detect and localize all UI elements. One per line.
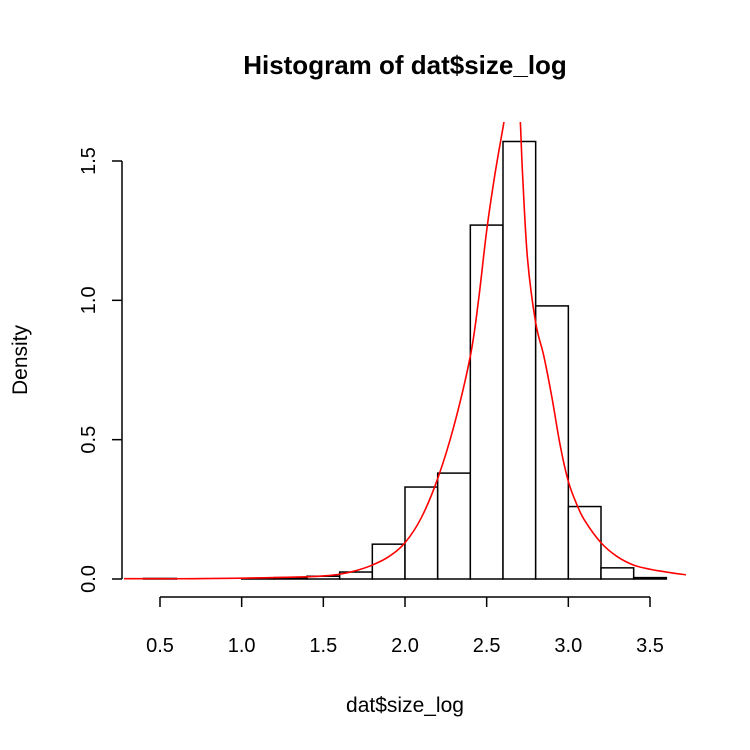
histogram-bars <box>142 140 668 580</box>
x-tick-label: 2.5 <box>473 635 501 657</box>
histogram-bar <box>469 224 504 580</box>
x-tick-label: 3.0 <box>554 635 582 657</box>
x-axis-label: dat$size_log <box>346 694 464 717</box>
density-curve-line <box>124 122 687 580</box>
y-tick-label: 0.5 <box>78 426 100 454</box>
histogram-bar <box>502 140 537 580</box>
y-tick-label: 1.5 <box>78 147 100 175</box>
y-axis: 0.0 0.5 1.0 1.5 <box>78 147 123 593</box>
x-axis: 0.5 1.0 1.5 2.0 2.5 3.0 3.5 <box>146 596 664 657</box>
x-tick-label: 1.5 <box>309 635 337 657</box>
y-axis-label: Density <box>9 324 32 395</box>
histogram-bar <box>436 472 472 580</box>
histogram-bar <box>534 305 570 580</box>
y-tick-label: 1.0 <box>78 286 100 314</box>
x-tick-label: 0.5 <box>146 635 174 657</box>
chart-title: Histogram of dat$size_log <box>243 50 567 80</box>
histogram-bar <box>404 486 439 580</box>
x-tick-label: 2.0 <box>391 635 419 657</box>
density-curve-layer <box>124 122 687 580</box>
histogram-bar <box>632 576 668 580</box>
x-tick-label: 1.0 <box>228 635 256 657</box>
x-tick-label: 3.5 <box>636 635 664 657</box>
histogram-bar <box>567 505 602 580</box>
histogram-bar <box>371 543 406 580</box>
histogram-bar <box>600 567 635 580</box>
y-tick-label: 0.0 <box>78 565 100 593</box>
